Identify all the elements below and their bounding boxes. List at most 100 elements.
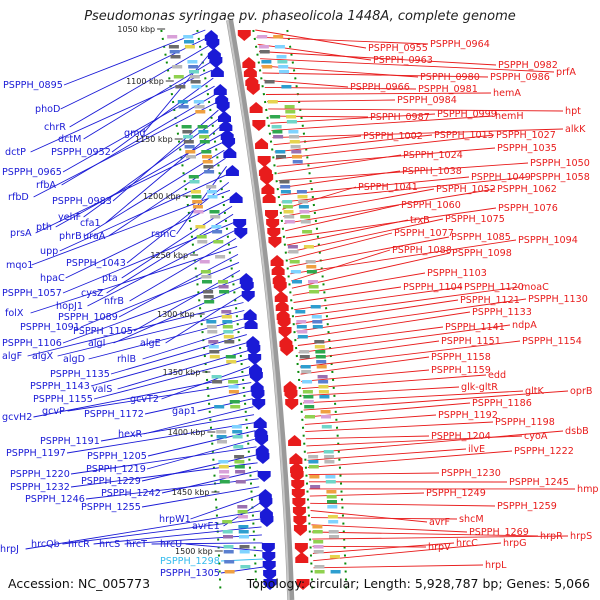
left-gene-label[interactable]: algI: [88, 338, 105, 349]
left-gene-label[interactable]: PSPPH_1143: [30, 381, 90, 392]
right-gene-label[interactable]: PSPPH_1130: [528, 294, 588, 305]
right-gene-label[interactable]: PSPPH_1076: [498, 203, 558, 214]
right-gene-label[interactable]: hrpL: [485, 560, 507, 571]
right-gene-label[interactable]: ilvE: [468, 444, 485, 455]
left-gene-label[interactable]: rfbD: [8, 192, 29, 203]
right-gene-label[interactable]: PSPPH_1027: [496, 130, 556, 141]
right-gene-label[interactable]: PSPPH_1088: [392, 245, 452, 256]
left-gene-label[interactable]: dctP: [5, 147, 26, 158]
right-gene-label[interactable]: alkK: [565, 124, 586, 135]
right-gene-label[interactable]: shcM: [459, 514, 484, 525]
right-gene-label[interactable]: PSPPH_0999: [437, 109, 497, 120]
right-gene-label[interactable]: PSPPH_0987: [370, 112, 430, 123]
left-gene-label[interactable]: gmd: [124, 128, 146, 139]
right-gene-label[interactable]: PSPPH_1085: [451, 232, 511, 243]
left-gene-label[interactable]: dctM: [58, 134, 81, 145]
right-gene-label[interactable]: PSPPH_1230: [441, 468, 501, 479]
left-gene-label[interactable]: mqo1: [6, 260, 33, 271]
right-gene-label[interactable]: hmp: [577, 484, 599, 495]
right-gene-label[interactable]: prfA: [556, 67, 576, 78]
right-gene-label[interactable]: trxB: [410, 215, 430, 226]
left-gene-label[interactable]: PSPPH_1057: [2, 288, 62, 299]
right-gene-label[interactable]: avrF: [429, 517, 450, 528]
right-gene-label[interactable]: PSPPH_0963: [373, 55, 433, 66]
left-gene-label[interactable]: gcvT2: [130, 394, 159, 405]
right-gene-label[interactable]: hrpV: [428, 542, 451, 553]
right-gene-label[interactable]: moaC: [521, 282, 549, 293]
right-gene-label[interactable]: hrpG: [503, 538, 527, 549]
left-gene-label[interactable]: gcvH2: [2, 412, 32, 423]
left-gene-label[interactable]: phrB: [59, 231, 82, 242]
left-gene-label[interactable]: phoD: [35, 104, 60, 115]
right-gene-label[interactable]: PSPPH_1103: [427, 268, 487, 279]
left-gene-label[interactable]: PSPPH_1298: [160, 556, 220, 567]
left-gene-label[interactable]: PSPPH_0952: [51, 147, 111, 158]
left-gene-label[interactable]: pta: [102, 273, 118, 284]
left-gene-label[interactable]: PSPPH_1089: [58, 312, 118, 323]
right-gene-label[interactable]: PSPPH_1077: [394, 228, 454, 239]
right-gene-label[interactable]: cyoA: [524, 431, 548, 442]
right-gene-label[interactable]: PSPPH_1141: [445, 322, 505, 333]
left-gene-label[interactable]: hrpW1: [159, 514, 191, 525]
left-gene-label[interactable]: hexR: [118, 429, 142, 440]
left-gene-label[interactable]: hpaC: [40, 273, 65, 284]
left-gene-label[interactable]: PSPPH_1242: [101, 488, 161, 499]
right-gene-label[interactable]: PSPPH_1245: [509, 477, 569, 488]
left-gene-label[interactable]: rsmC: [151, 229, 176, 240]
right-gene-label[interactable]: glk-gltR: [461, 382, 498, 393]
left-gene-label[interactable]: prsA: [10, 228, 32, 239]
left-gene-label[interactable]: rhlB: [117, 354, 136, 365]
left-gene-label[interactable]: PSPPH_0983: [52, 196, 112, 207]
right-gene-label[interactable]: PSPPH_0982: [498, 60, 558, 71]
left-gene-label[interactable]: hrcT: [126, 539, 147, 550]
left-gene-label[interactable]: upp: [40, 246, 58, 257]
left-gene-label[interactable]: uraA: [83, 231, 106, 242]
right-gene-label[interactable]: PSPPH_1104: [403, 282, 463, 293]
right-gene-label[interactable]: PSPPH_0980: [420, 72, 480, 83]
left-gene-label[interactable]: PSPPH_0965: [2, 167, 62, 178]
right-gene-label[interactable]: PSPPH_1035: [497, 143, 557, 154]
right-gene-label[interactable]: PSPPH_1121: [460, 295, 520, 306]
right-gene-label[interactable]: hpt: [565, 106, 581, 117]
left-gene-label[interactable]: PSPPH_1255: [81, 502, 141, 513]
right-gene-label[interactable]: edd: [488, 370, 506, 381]
left-gene-label[interactable]: algF: [2, 351, 22, 362]
right-gene-label[interactable]: PSPPH_1094: [518, 235, 578, 246]
right-gene-label[interactable]: PSPPH_1198: [495, 417, 555, 428]
left-gene-label[interactable]: hopJ1: [56, 301, 83, 312]
left-gene-label[interactable]: PSPPH_1105: [73, 326, 133, 337]
left-gene-label[interactable]: PSPPH_1197: [6, 448, 66, 459]
right-gene-label[interactable]: PSPPH_0984: [397, 95, 457, 106]
right-gene-label[interactable]: PSPPH_1015: [434, 130, 494, 141]
right-gene-label[interactable]: PSPPH_1204: [431, 431, 491, 442]
right-gene-label[interactable]: gltK: [525, 386, 545, 397]
left-gene-label[interactable]: PSPPH_1229: [81, 476, 141, 487]
left-gene-label[interactable]: PSPPH_1135: [50, 369, 110, 380]
right-gene-label[interactable]: hrcC: [456, 538, 478, 549]
right-gene-label[interactable]: PSPPH_1075: [445, 214, 505, 225]
right-gene-label[interactable]: PSPPH_1133: [472, 307, 532, 318]
right-gene-label[interactable]: PSPPH_1050: [530, 158, 590, 169]
right-gene-label[interactable]: PSPPH_0955: [368, 43, 428, 54]
right-gene-label[interactable]: dsbB: [565, 426, 589, 437]
left-gene-label[interactable]: nfrB: [104, 296, 124, 307]
right-gene-label[interactable]: oprB: [570, 386, 593, 397]
right-gene-label[interactable]: PSPPH_1249: [426, 488, 486, 499]
right-gene-label[interactable]: PSPPH_1098: [452, 248, 512, 259]
left-gene-label[interactable]: algE: [140, 338, 161, 349]
right-gene-label[interactable]: PSPPH_1062: [497, 184, 557, 195]
left-gene-label[interactable]: pth: [36, 222, 52, 233]
left-gene-label[interactable]: PSPPH_1155: [33, 394, 93, 405]
right-gene-label[interactable]: PSPPH_1060: [401, 200, 461, 211]
right-gene-label[interactable]: PSPPH_1186: [472, 398, 532, 409]
left-gene-label[interactable]: gap1: [172, 406, 196, 417]
left-gene-label[interactable]: valS: [92, 384, 112, 395]
left-gene-label[interactable]: cysZ: [81, 288, 104, 299]
right-gene-label[interactable]: PSPPH_1222: [514, 446, 574, 457]
left-gene-label[interactable]: algD: [63, 354, 85, 365]
left-gene-label[interactable]: PSPPH_1172: [84, 409, 144, 420]
right-gene-label[interactable]: hemH: [495, 111, 524, 122]
left-gene-label[interactable]: PSPPH_0895: [3, 80, 63, 91]
right-gene-label[interactable]: PSPPH_0966: [350, 82, 410, 93]
left-gene-label[interactable]: algX: [32, 351, 54, 362]
